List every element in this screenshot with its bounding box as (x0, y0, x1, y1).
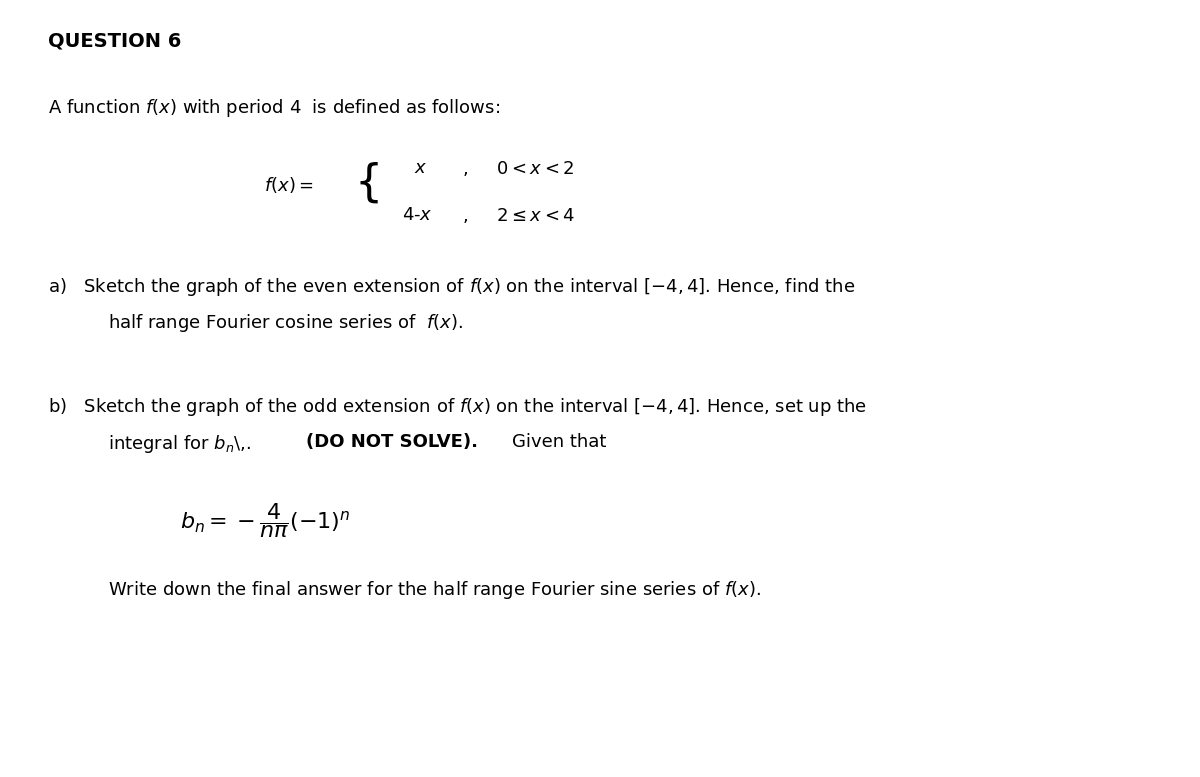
Text: $\{$: $\{$ (354, 160, 379, 205)
Text: b)   Sketch the graph of the odd extension of $f(x)$ on the interval $[-4, 4]$. : b) Sketch the graph of the odd extension… (48, 396, 868, 418)
Text: Given that: Given that (512, 433, 607, 451)
Text: $f(x)=$: $f(x)=$ (264, 175, 313, 195)
Text: a)   Sketch the graph of the even extension of $f(x)$ on the interval $[-4, 4]$.: a) Sketch the graph of the even extensio… (48, 276, 856, 298)
Text: $x$: $x$ (414, 159, 427, 177)
Text: $b_n = -\dfrac{4}{n\pi}(-1)^n$: $b_n = -\dfrac{4}{n\pi}(-1)^n$ (180, 501, 350, 540)
Text: ,     $0 < x < 2$: , $0 < x < 2$ (462, 159, 575, 178)
Text: A function $f(x)$ with period 4  is defined as follows:: A function $f(x)$ with period 4 is defin… (48, 97, 500, 119)
Text: (DO NOT SOLVE).: (DO NOT SOLVE). (306, 433, 478, 451)
Text: QUESTION 6: QUESTION 6 (48, 31, 181, 50)
Text: integral for $b_n$\,.: integral for $b_n$\,. (108, 433, 251, 455)
Text: half range Fourier cosine series of  $f(x)$.: half range Fourier cosine series of $f(x… (108, 312, 463, 334)
Text: $4$-$x$: $4$-$x$ (402, 206, 433, 224)
Text: ,     $2 \leq x < 4$: , $2 \leq x < 4$ (462, 206, 575, 225)
Text: Write down the final answer for the half range Fourier sine series of $f(x)$.: Write down the final answer for the half… (108, 579, 761, 601)
